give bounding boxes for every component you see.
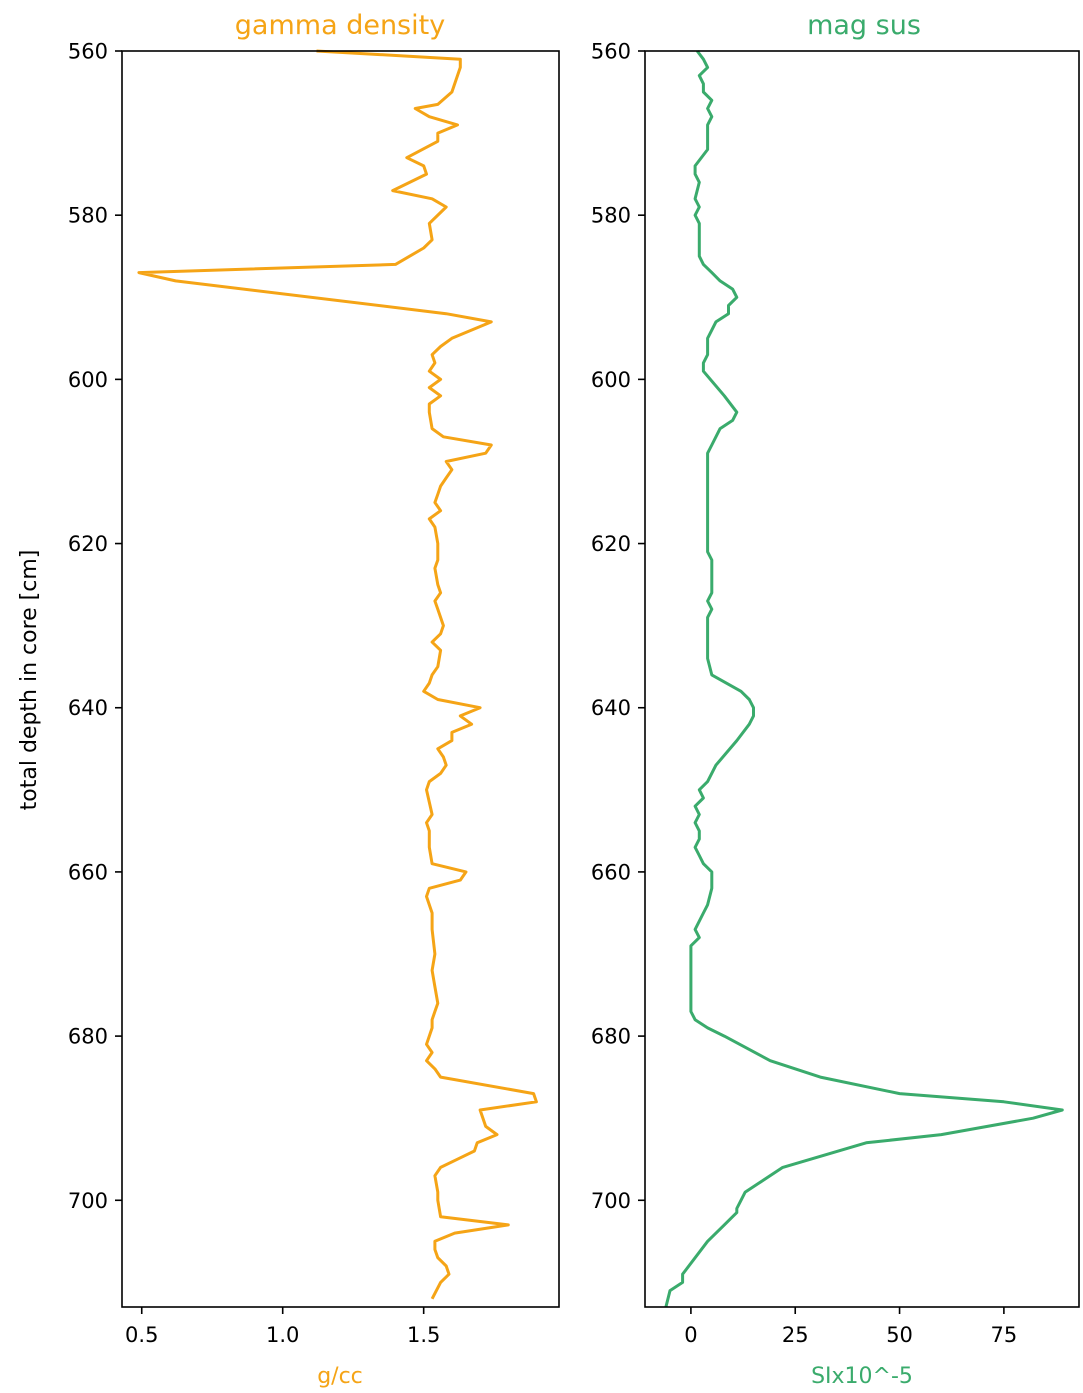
gamma-density-y-tick-label: 700 [68,1189,108,1213]
mag-sus-y-tick-label: 640 [591,696,631,720]
mag-sus-title: mag sus [807,10,921,41]
gamma-density-panel: gamma density 560 580 600 620 640 660 680 700 0… [68,10,560,1389]
mag-sus-axes-frame [644,50,1080,1308]
mag-sus-x-tick-label: 25 [782,1323,809,1347]
gamma-density-line [137,49,538,1300]
gamma-density-y-tick-label: 560 [68,40,108,64]
mag-sus-y-tick-label: 660 [591,860,631,884]
mag-sus-y-tick-label: 580 [591,204,631,228]
gamma-density-y-tick-label: 680 [68,1025,108,1049]
mag-sus-x-tick-label: 0 [684,1323,697,1347]
gamma-density-x-tick-label: 1.0 [266,1323,299,1347]
mag-sus-y-ticks: 560 580 600 620 640 660 680 700 [591,40,645,1213]
gamma-density-y-tick-label: 660 [68,860,108,884]
gamma-density-x-tick-label: 1.5 [407,1323,440,1347]
gamma-density-x-ticks: 0.5 1.0 1.5 [125,1307,440,1347]
gamma-density-y-tick-label: 580 [68,204,108,228]
mag-sus-line [664,50,1064,1308]
mag-sus-x-tick-label: 75 [991,1323,1018,1347]
mag-sus-y-tick-label: 620 [591,532,631,556]
mag-sus-panel: mag sus 560 580 600 620 640 660 680 700 0 25 50 75… [591,10,1080,1389]
gamma-density-y-tick-label: 620 [68,532,108,556]
gamma-density-y-tick-label: 600 [68,368,108,392]
mag-sus-x-axis-label: SIx10^-5 [811,1364,913,1389]
mag-sus-x-ticks: 0 25 50 75 [684,1307,1017,1347]
mag-sus-y-tick-label: 700 [591,1189,631,1213]
gamma-density-y-tick-label: 640 [68,696,108,720]
y-axis-label: total depth in core [cm] [17,550,42,811]
gamma-density-title: gamma density [235,10,445,41]
gamma-density-x-tick-label: 0.5 [125,1323,158,1347]
mag-sus-x-tick-label: 50 [886,1323,913,1347]
mag-sus-y-tick-label: 680 [591,1025,631,1049]
gamma-density-y-ticks: 560 580 600 620 640 660 680 700 [68,40,122,1213]
gamma-density-x-axis-label: g/cc [317,1364,363,1389]
mag-sus-y-tick-label: 560 [591,40,631,64]
gamma-density-axes-frame [121,50,560,1308]
mag-sus-y-tick-label: 600 [591,368,631,392]
